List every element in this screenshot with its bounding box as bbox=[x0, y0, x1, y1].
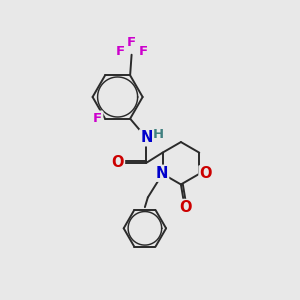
Text: N: N bbox=[140, 130, 152, 145]
Text: O: O bbox=[179, 200, 192, 215]
Text: F: F bbox=[127, 36, 136, 49]
Text: F: F bbox=[139, 45, 148, 58]
Text: F: F bbox=[115, 45, 124, 58]
Text: O: O bbox=[112, 155, 124, 170]
Text: O: O bbox=[200, 166, 212, 181]
Text: F: F bbox=[93, 112, 102, 124]
Text: N: N bbox=[156, 166, 168, 181]
Text: H: H bbox=[153, 128, 164, 141]
